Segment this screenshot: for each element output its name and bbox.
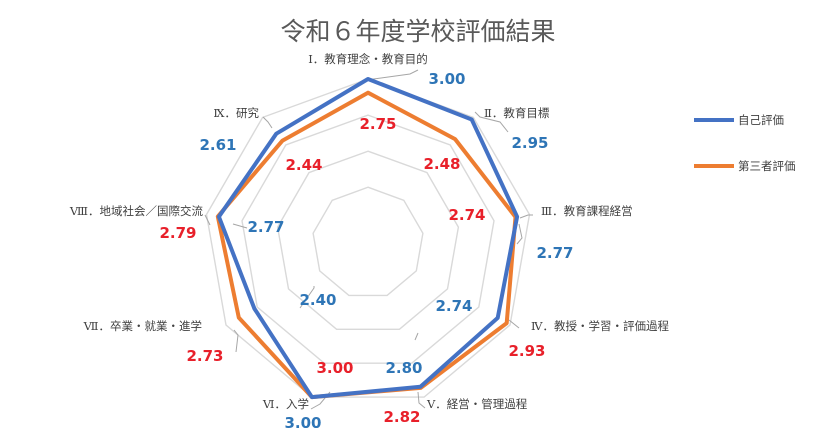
leader-line-8 <box>262 116 273 129</box>
leader-line-2 <box>519 214 533 219</box>
leader-line-6 <box>233 329 239 353</box>
axis-label-7: Ⅶ．卒業・就業・進学 <box>83 319 202 333</box>
data-label-self-3: 2.77 <box>536 244 573 262</box>
chart-title: 令和６年度学校評価結果 <box>280 17 555 46</box>
leader-line-11 <box>299 286 315 309</box>
data-label-self-2: 2.95 <box>511 134 548 152</box>
legend-label-1: 第三者評価 <box>738 159 796 173</box>
leader-line-0 <box>365 69 419 81</box>
axis-label-3: Ⅲ．教育課程経営 <box>541 204 633 218</box>
data-labels: 3.00 2.95 2.77 2.74 2.80 3.00 2.40 2.77 2.61 2.75… <box>159 70 573 429</box>
axis-labels: Ⅰ．教育理念・教育目的 Ⅱ．教育目標 Ⅲ．教育課程経営 Ⅳ．教授・学習・評価過程 Ⅴ．経… <box>69 52 670 411</box>
axis-label-4: Ⅳ．教授・学習・評価過程 <box>531 319 669 333</box>
grid-ring-3 <box>205 78 531 398</box>
leader-line-3 <box>508 319 520 329</box>
leader-line-9 <box>516 223 523 245</box>
series-line-1 <box>215 90 518 400</box>
axis-label-1: Ⅰ．教育理念・教育目的 <box>308 52 428 66</box>
grid-ring-0 <box>312 186 424 297</box>
leader-line-7 <box>204 214 211 226</box>
legend-label-0: 自己評価 <box>738 113 784 127</box>
leader-line-4 <box>417 391 426 409</box>
data-label-third-9: 2.44 <box>285 156 322 174</box>
data-label-self-4: 2.74 <box>435 297 472 315</box>
data-label-third-6: 3.00 <box>316 359 353 377</box>
grid-ring-1 <box>276 150 460 330</box>
data-label-third-2: 2.48 <box>423 155 460 173</box>
data-label-self-6: 3.00 <box>284 414 321 429</box>
data-label-third-4: 2.93 <box>508 342 545 360</box>
leader-line-12 <box>414 332 419 341</box>
data-label-third-1: 2.75 <box>359 115 396 133</box>
data-label-self-5: 2.80 <box>385 359 422 377</box>
axis-label-6: Ⅵ．入学 <box>262 397 309 411</box>
data-label-third-3: 2.74 <box>448 206 485 224</box>
data-label-third-7: 2.73 <box>186 347 223 365</box>
data-label-self-9: 2.61 <box>199 136 236 154</box>
radar-grid <box>205 78 531 398</box>
leader-line-1 <box>474 111 509 133</box>
axis-label-8: Ⅷ．地域社会／国際交流 <box>69 204 204 218</box>
series-line-0 <box>216 77 520 400</box>
grid-ring-2 <box>241 114 495 364</box>
axis-label-5: Ⅴ．経営・管理過程 <box>426 397 528 411</box>
axis-label-9: Ⅸ．研究 <box>213 106 259 120</box>
leader-lines <box>204 69 533 410</box>
data-label-third-8: 2.79 <box>159 224 196 242</box>
series-lines <box>215 77 520 400</box>
data-label-self-8: 2.77 <box>247 218 284 236</box>
axis-label-2: Ⅱ．教育目標 <box>484 106 550 120</box>
data-label-third-5: 2.82 <box>383 408 420 426</box>
data-label-self-1: 3.00 <box>428 70 465 88</box>
leader-line-10 <box>232 223 248 229</box>
data-label-self-7: 2.40 <box>299 291 336 309</box>
